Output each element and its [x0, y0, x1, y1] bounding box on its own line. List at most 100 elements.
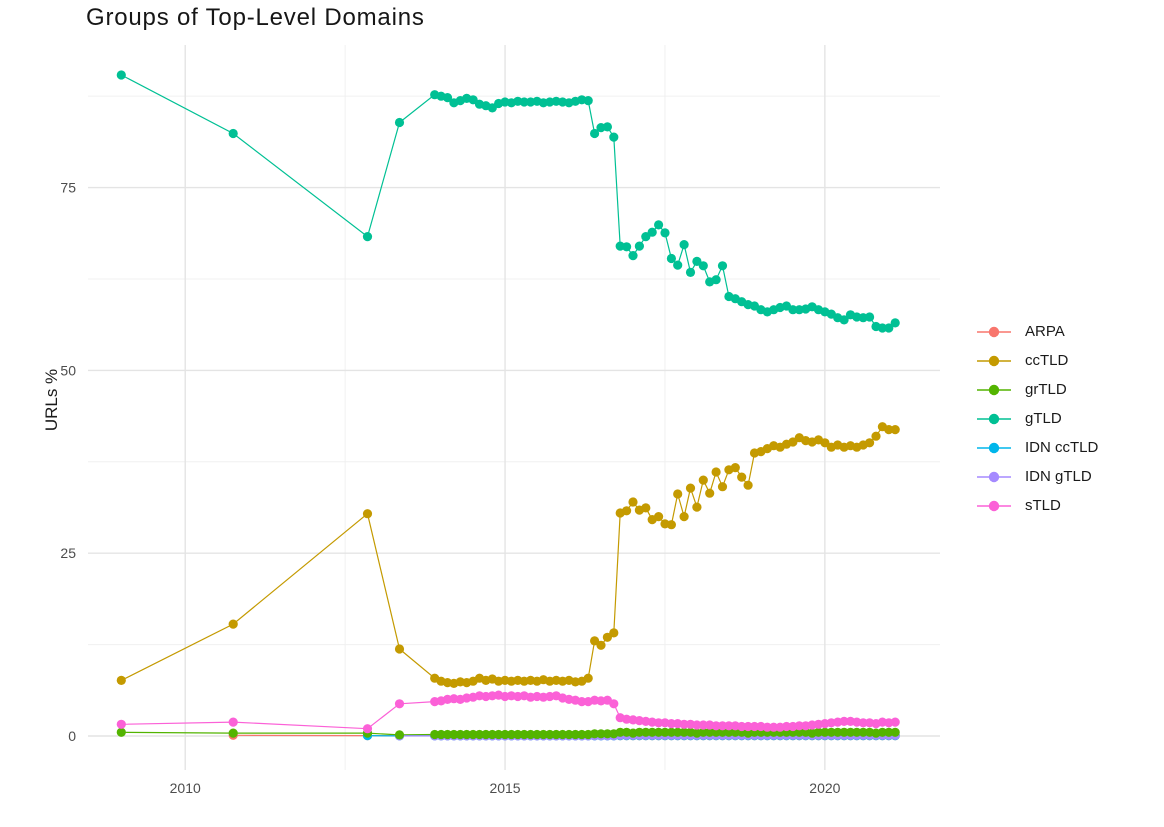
- data-point: [692, 502, 702, 512]
- data-point: [455, 729, 465, 740]
- x-tick-label: 2020: [809, 780, 840, 796]
- data-point: [654, 220, 664, 230]
- data-point: [532, 729, 542, 740]
- data-point: [679, 240, 689, 250]
- data-point: [698, 720, 708, 730]
- data-point: [743, 480, 753, 490]
- data-point: [394, 644, 405, 654]
- legend-key-icon: [977, 500, 1011, 511]
- legend-key-icon: [977, 355, 1011, 366]
- data-point: [698, 727, 708, 737]
- data-point: [858, 718, 868, 728]
- data-point: [551, 729, 561, 740]
- data-point: [711, 721, 721, 731]
- legend-item-stld: sTLD: [976, 491, 1098, 520]
- data-point: [622, 242, 632, 252]
- data-point: [590, 128, 600, 139]
- data-point: [602, 122, 613, 132]
- legend-label: IDN ccTLD: [1025, 439, 1099, 456]
- data-point: [858, 727, 868, 737]
- data-point: [468, 95, 478, 105]
- data-point: [839, 315, 849, 325]
- data-point: [673, 260, 683, 270]
- data-point: [430, 729, 440, 740]
- legend-label: IDN gTLD: [1025, 468, 1092, 485]
- data-point: [877, 323, 888, 333]
- data-point: [519, 97, 529, 107]
- data-point: [647, 727, 657, 737]
- data-point: [116, 727, 126, 737]
- legend-key-icon: [977, 442, 1011, 453]
- data-point: [673, 489, 683, 499]
- data-point: [820, 727, 830, 737]
- data-point: [890, 717, 900, 727]
- data-point: [749, 721, 760, 732]
- data-point: [685, 267, 696, 277]
- data-point: [583, 673, 593, 683]
- data-point: [526, 729, 536, 740]
- data-point: [845, 727, 856, 737]
- data-point: [813, 727, 824, 737]
- data-point: [769, 722, 779, 732]
- data-point: [558, 729, 568, 740]
- data-point: [449, 729, 459, 740]
- data-point: [394, 730, 405, 740]
- data-point: [641, 232, 651, 242]
- data-point: [717, 261, 728, 271]
- data-point: [609, 132, 619, 142]
- data-point: [717, 482, 728, 492]
- legend-item-grtld: grTLD: [976, 375, 1098, 404]
- data-point: [487, 729, 497, 740]
- y-tick-label: 75: [60, 180, 76, 196]
- data-point: [679, 511, 689, 522]
- data-point: [609, 699, 619, 709]
- data-point: [228, 619, 238, 629]
- data-point: [705, 488, 715, 498]
- data-point: [647, 227, 657, 237]
- data-point: [711, 467, 721, 477]
- x-tick-label: 2010: [170, 780, 201, 796]
- data-point: [590, 729, 600, 739]
- data-point: [724, 727, 734, 737]
- data-point: [820, 438, 830, 448]
- data-point: [362, 509, 373, 519]
- data-point: [615, 727, 625, 737]
- data-point: [871, 431, 881, 441]
- y-tick-label: 0: [68, 728, 76, 744]
- legend-item-arpa: ARPA: [976, 317, 1098, 346]
- data-point: [628, 497, 638, 507]
- data-point: [884, 323, 894, 333]
- data-point: [698, 475, 708, 485]
- data-point: [641, 727, 651, 737]
- legend-label: grTLD: [1025, 381, 1067, 398]
- series-line-gtld: [121, 74, 896, 329]
- legend: ARPA ccTLD grTLD gTLD IDN ccTLD IDN gTLD sTLD: [976, 317, 1098, 520]
- data-point: [743, 721, 753, 732]
- legend-label: gTLD: [1025, 410, 1062, 427]
- data-point: [852, 727, 862, 737]
- data-point: [628, 251, 638, 261]
- data-point: [698, 261, 708, 271]
- data-point: [116, 675, 126, 686]
- data-point: [705, 727, 715, 737]
- data-point: [794, 721, 804, 731]
- data-point: [545, 729, 555, 740]
- data-point: [362, 724, 373, 734]
- data-point: [564, 729, 574, 740]
- data-point: [513, 729, 523, 740]
- data-point: [654, 718, 664, 728]
- data-point: [730, 727, 740, 737]
- data-point: [500, 729, 510, 740]
- data-point: [442, 93, 453, 103]
- data-point: [679, 719, 689, 729]
- data-point: [890, 425, 900, 435]
- legend-key-icon: [977, 384, 1011, 395]
- data-point: [538, 729, 549, 740]
- data-point: [673, 727, 683, 737]
- data-point: [577, 697, 587, 707]
- legend-item-idn-cctld: IDN ccTLD: [976, 433, 1098, 462]
- data-point: [890, 727, 900, 737]
- y-tick-label: 50: [60, 362, 76, 378]
